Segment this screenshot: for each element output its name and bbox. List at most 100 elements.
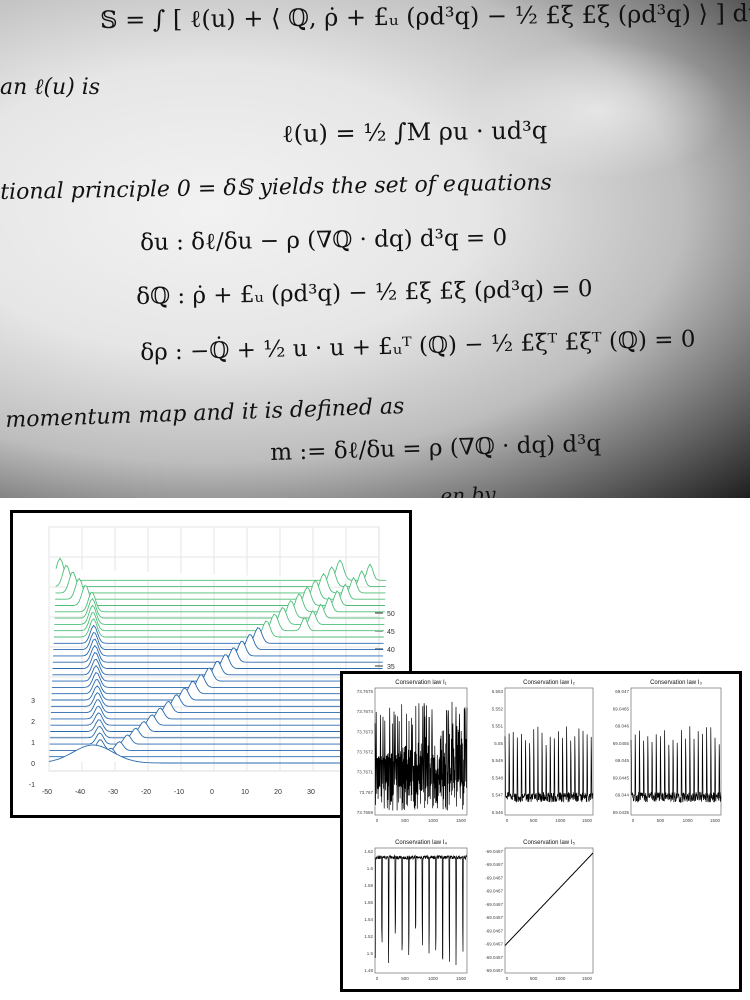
x-tick-label: -50 [42,789,52,796]
panel-title: Conservation law I₂ [523,680,575,686]
x-tick-label: 1500 [456,976,467,981]
intro-text: an ℓ(u) is [0,74,100,100]
conservation-laws-figure: Conservation law I₁ 73.7675 73.7674 73.7673… [340,671,742,992]
momentum-definition: m := δℓ/δu = ρ (∇ℚ · dq) d³q [270,431,601,466]
conservation-panel-5: Conservation law I₅ -69.0467 -69.0467 -69.0… [485,840,593,981]
x-tick-label: 500 [530,976,538,981]
y-tick-label: 73.7671 [357,770,374,775]
y-tick-label: -69.0467 [485,928,503,933]
y-tick-label: -69.0467 [485,955,503,960]
y-tick-label: 5.551 [492,724,504,729]
y-tick-label: 5.55 [494,741,503,746]
x-tick-label: 500 [401,976,409,981]
y-tick-label: 1.6 [367,866,374,871]
momentum-map-text: momentum map and it is defined as [5,394,405,433]
conservation-panel-2: Conservation law I₂ 5.553 5.552 5.551 5.55 5.… [492,680,593,823]
variation-q-equation: δℚ : ρ̇ + £ᵤ (ρd³q) − ½ £ξ £ξ (ρd³q) = 0 [136,276,593,310]
x-tick-label: 500 [657,818,665,823]
x-tick-label: 20 [274,789,282,796]
y-tick-label: 5.547 [492,793,504,798]
z-tick-label: 45 [387,629,395,636]
conservation-panel-1: Conservation law I₁ 73.7675 73.7674 73.7673… [357,680,467,823]
principle-text: tional principle 0 = δ𝕊 yields the set o… [0,170,552,205]
y-tick-label: 69.0445 [613,775,630,780]
z-tick-label: 50 [387,611,395,618]
variation-u-equation: δu : δℓ/δu − ρ (∇ℚ · dq) d³q = 0 [140,225,507,256]
y-tick-label: 69.045 [615,758,629,763]
y-tick-label: -69.0467 [485,889,503,894]
y-tick-label: -69.0467 [485,849,503,854]
equation-photo: 𝕊 = ∫ [ ℓ(u) + ⟨ ℚ, ρ̇ + £ᵤ (ρd³q) − ½ £… [0,0,750,498]
panel-title: Conservation law I₁ [395,680,446,686]
x-tick-label: 0 [506,976,509,981]
y-tick-label: 73.7673 [357,729,374,734]
cut-off-text: en by [440,482,496,498]
x-tick-label: 1000 [555,976,566,981]
conservation-panel-4: Conservation law I₄ 1.62 1.6 1.58 1.56 1.54 1.… [364,840,467,981]
y-tick-label: -69.0467 [485,875,503,880]
y-tick-label: 5.549 [492,758,504,763]
y-tick-label: 73.7674 [357,709,374,714]
y-tick-label: 1 [31,740,35,747]
x-tick-label: 1000 [428,976,439,981]
panel-title: Conservation law I₃ [650,680,702,686]
y-tick-label: 73.7669 [357,810,374,815]
z-tick-label: 40 [387,647,395,654]
y-tick-label: -1 [29,782,35,789]
y-tick-label: -69.0467 [485,915,503,920]
y-tick-label: -69.0467 [485,968,503,973]
x-tick-label: -40 [75,789,85,796]
y-tick-label: 69.0465 [613,706,630,711]
x-tick-label: 500 [401,818,409,823]
x-tick-label: 0 [632,818,635,823]
y-tick-label: 69.0435 [613,810,630,815]
y-tick-label: -69.0467 [485,902,503,907]
y-tick-label: 0 [31,761,35,768]
x-tick-label: -10 [174,789,184,796]
x-tick-label: 1500 [582,976,593,981]
conservation-svg: Conservation law I₁ 73.7675 73.7674 73.7673… [343,674,739,989]
y-tick-label: 1.54 [364,917,373,922]
lagrangian-equation: ℓ(u) = ½ ∫M ρu · ud³q [282,116,547,149]
x-tick-label: 1500 [710,818,721,823]
panel-title: Conservation law I₅ [523,840,575,846]
x-tick-label: 500 [530,818,538,823]
y-tick-label: 3 [31,698,35,705]
y-tick-label: 1.56 [364,900,373,905]
y-tick-label: 5.552 [492,706,504,711]
y-tick-label: 1.52 [364,934,373,939]
y-tick-label: 5.548 [492,775,504,780]
variation-rho-equation: δρ : −ℚ̇ + ½ u · u + £ᵤᵀ (ℚ) − ½ £ξᵀ £ξᵀ… [140,326,696,366]
x-tick-label: 0 [506,818,509,823]
x-tick-label: -20 [141,789,151,796]
x-tick-label: -30 [108,789,118,796]
y-tick-label: 73.767 [359,790,373,795]
y-tick-label: 69.044 [615,793,629,798]
y-tick-label: 1.58 [364,883,373,888]
y-tick-label: 1.62 [364,849,373,854]
y-tick-label: -69.0467 [485,942,503,947]
y-tick-label: 5.553 [492,689,504,694]
y-tick-label: 1.5 [367,951,374,956]
x-tick-label: 10 [241,789,249,796]
x-tick-label: 1000 [555,818,566,823]
panel-title: Conservation law I₄ [395,840,447,846]
x-tick-label: 30 [307,789,315,796]
y-tick-label: 2 [31,719,35,726]
y-tick-label: -69.0467 [485,862,503,867]
x-tick-label: 1500 [456,818,467,823]
y-tick-label: 69.0455 [613,741,630,746]
x-tick-label: 0 [376,976,379,981]
x-tick-label: 0 [210,789,214,796]
y-tick-label: 5.546 [492,810,504,815]
z-tick-label: 35 [387,664,395,671]
x-tick-label: 1000 [683,818,694,823]
y-tick-label: 69.046 [615,724,629,729]
conservation-panel-3: Conservation law I₃ 69.047 69.0465 69.046 69… [613,680,721,823]
y-tick-label: 69.047 [615,689,629,694]
x-tick-label: 0 [376,818,379,823]
y-tick-label: 73.7672 [357,750,374,755]
action-equation: 𝕊 = ∫ [ ℓ(u) + ⟨ ℚ, ρ̇ + £ᵤ (ρd³q) − ½ £… [100,0,750,35]
x-tick-label: 1000 [428,818,439,823]
x-tick-label: 1500 [582,818,593,823]
